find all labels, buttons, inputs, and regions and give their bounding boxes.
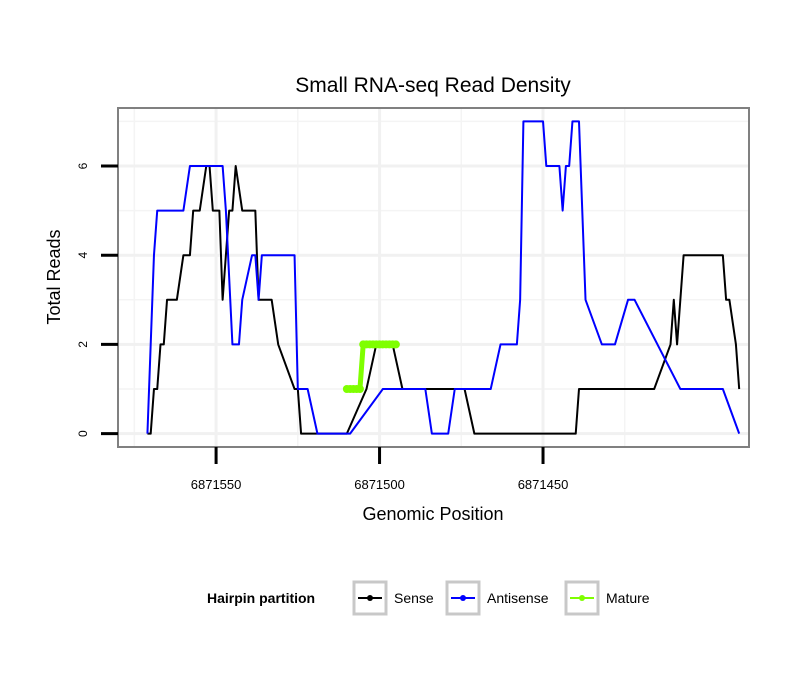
legend-key-point [579, 595, 585, 601]
y-tick-label: 4 [76, 252, 90, 259]
mature-point [355, 385, 364, 394]
legend-label: Antisense [487, 590, 549, 606]
x-axis-label: Genomic Position [362, 504, 503, 524]
mature-point [391, 340, 400, 349]
y-tick-label: 6 [76, 162, 90, 169]
x-axis: 6871550 6871500 6871450 [191, 447, 569, 492]
legend-key-point [460, 595, 466, 601]
legend-title: Hairpin partition [207, 590, 315, 606]
legend-item-mature: Mature [564, 580, 650, 616]
legend-item-sense: Sense [352, 580, 434, 616]
legend-label: Sense [394, 590, 434, 606]
y-tick-label: 2 [76, 341, 90, 348]
legend-item-antisense: Antisense [445, 580, 549, 616]
y-axis-label: Total Reads [44, 229, 64, 324]
series-antisense-line [146, 120, 741, 435]
legend: Hairpin partition Sense Antisense Mature [207, 580, 650, 616]
series-layer [146, 120, 741, 435]
x-tick-label: 6871550 [191, 477, 242, 492]
x-tick-label: 6871450 [518, 477, 569, 492]
chart-title: Small RNA-seq Read Density [295, 74, 571, 97]
legend-key-point [367, 595, 373, 601]
plot-background [118, 108, 749, 447]
legend-label: Mature [606, 590, 650, 606]
x-tick-label: 6871500 [354, 477, 405, 492]
plot-border [117, 107, 750, 448]
y-axis: 0 2 4 6 [76, 162, 118, 437]
series-mature [342, 340, 400, 394]
y-tick-label: 0 [76, 430, 90, 437]
series-sense-line [147, 164, 741, 435]
